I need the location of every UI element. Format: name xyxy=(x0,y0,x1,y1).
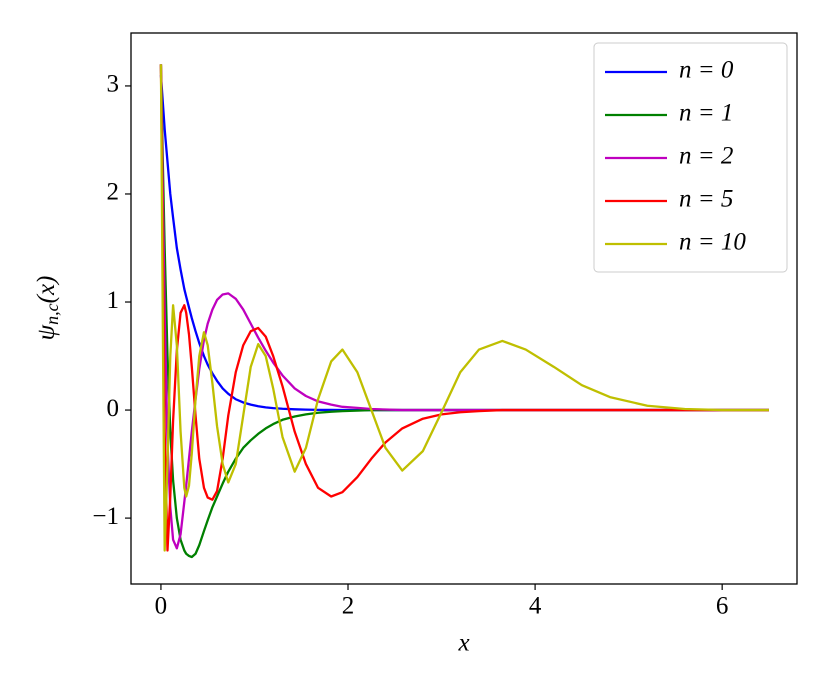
legend-label: n = 1 xyxy=(679,100,733,127)
legend-box xyxy=(593,42,788,273)
y-label-symbol: ψ xyxy=(33,324,60,340)
y-tick-label: 0 xyxy=(107,395,120,422)
legend-label: n = 5 xyxy=(679,186,733,213)
plot-lines xyxy=(159,64,769,559)
x-tick-label: 2 xyxy=(342,593,355,620)
y-tick-label: 3 xyxy=(107,71,120,98)
legend-label: n = 2 xyxy=(679,143,733,170)
x-axis-label: x xyxy=(457,630,469,657)
series-line xyxy=(159,64,769,552)
y-label-subscript: n,c xyxy=(42,303,62,325)
y-tick-label: 2 xyxy=(107,179,120,206)
legend-label: n = 10 xyxy=(679,229,746,256)
legend-label: n = 0 xyxy=(679,57,734,84)
x-tick-label: 6 xyxy=(716,593,729,620)
plot-frame xyxy=(130,32,798,585)
x-tick-label: 0 xyxy=(155,593,168,620)
y-tick-label: −1 xyxy=(92,503,119,530)
y-axis-label: ψn,c(x) xyxy=(33,276,62,341)
series-line xyxy=(159,64,769,552)
x-tick-label: 4 xyxy=(529,593,542,620)
y-tick-label: 1 xyxy=(107,287,120,314)
y-label-argument: (x) xyxy=(33,276,60,304)
